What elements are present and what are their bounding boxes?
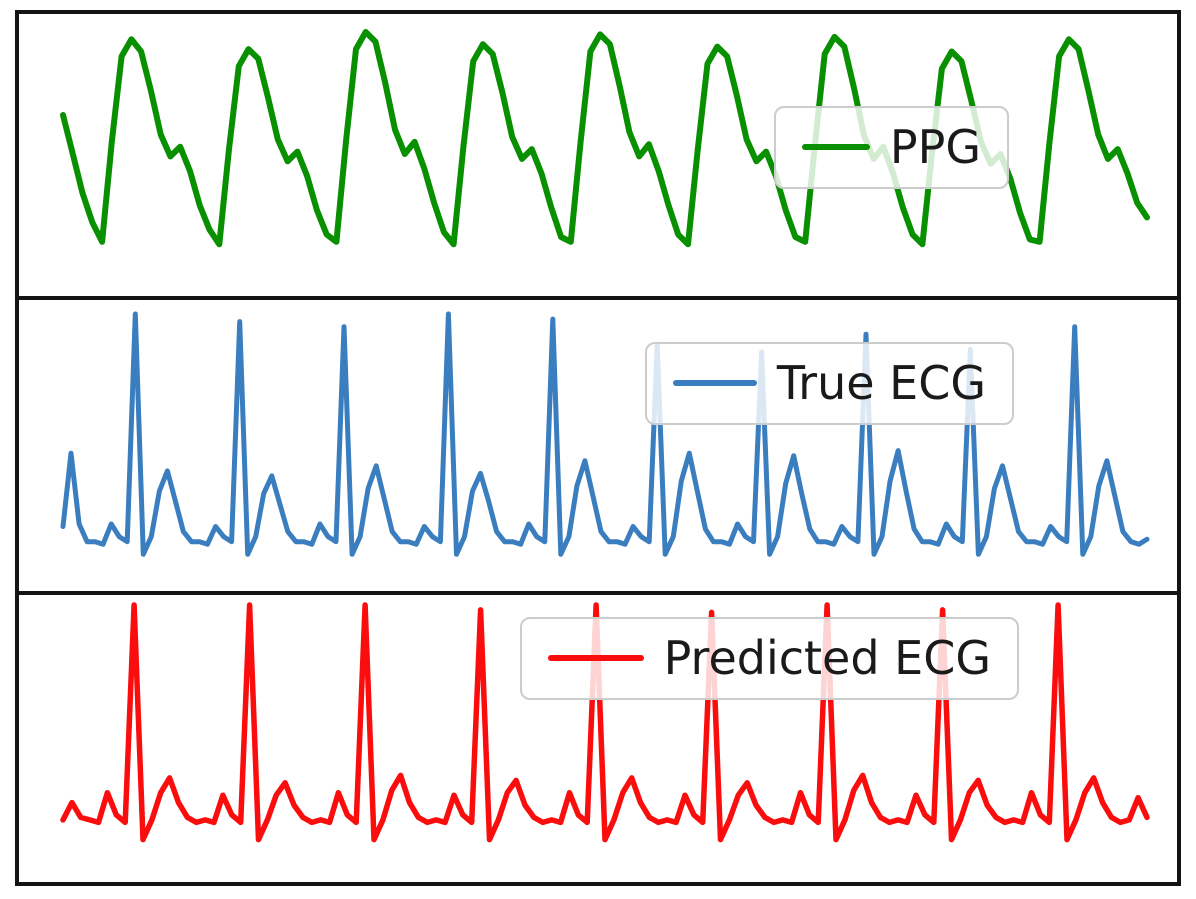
predicted-ecg-panel: Predicted ECG (15, 595, 1181, 886)
ppg-legend[interactable]: PPG (773, 106, 1009, 189)
predicted-ecg-legend-label: Predicted ECG (663, 631, 991, 685)
predicted-ecg-legend-line-icon (547, 655, 644, 662)
predicted-ecg-waveform (60, 602, 1150, 843)
true-ecg-legend-line-icon (672, 380, 757, 387)
ppg-legend-line-icon (801, 144, 870, 151)
ppg-legend-label: PPG (889, 120, 981, 174)
ppg-panel: PPG (15, 10, 1181, 300)
true-ecg-legend-label: True ECG (776, 356, 986, 410)
true-ecg-legend[interactable]: True ECG (644, 342, 1014, 425)
predicted-ecg-legend[interactable]: Predicted ECG (519, 617, 1019, 700)
true-ecg-waveform (60, 311, 1150, 557)
true-ecg-panel: True ECG (15, 300, 1181, 595)
ppg-waveform (60, 29, 1150, 248)
